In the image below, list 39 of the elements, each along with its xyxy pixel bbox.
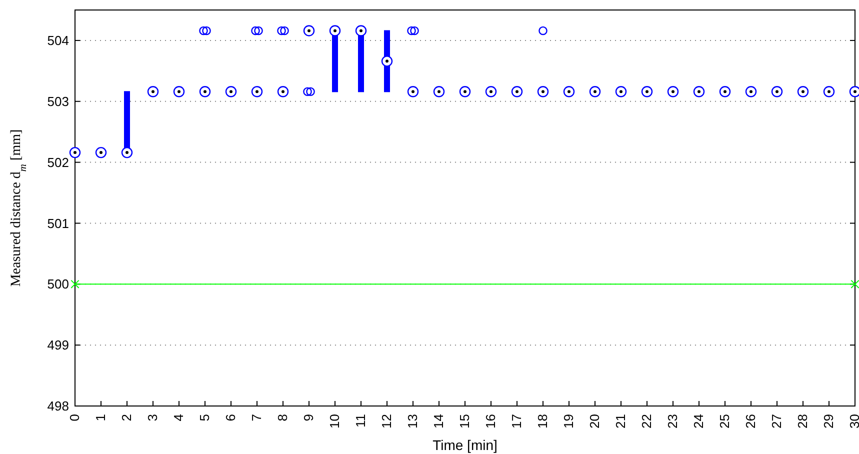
- x-tick-label: 0: [67, 414, 82, 422]
- x-tick-label: 16: [483, 414, 498, 428]
- x-tick-label: 5: [197, 414, 212, 422]
- x-tick-label: 14: [431, 414, 446, 428]
- x-tick-label: 27: [769, 414, 784, 428]
- x-tick-label: 19: [561, 414, 576, 428]
- x-tick-label: 23: [665, 414, 680, 428]
- y-tick-label: 504: [47, 33, 69, 48]
- x-tick-label: 12: [379, 414, 394, 428]
- x-tick-label: 13: [405, 414, 420, 428]
- x-tick-label: 6: [223, 414, 238, 422]
- x-tick-label: 26: [743, 414, 758, 428]
- x-tick-label: 20: [587, 414, 602, 428]
- x-tick-label: 1: [93, 414, 108, 422]
- y-tick-label: 503: [47, 94, 69, 109]
- x-tick-label: 29: [821, 414, 836, 428]
- y-tick-label: 502: [47, 154, 69, 170]
- x-tick-label: 2: [119, 414, 134, 422]
- x-tick-label: 11: [353, 414, 368, 428]
- x-tick-label: 30: [847, 414, 859, 428]
- x-tick-label: 15: [457, 414, 472, 428]
- x-tick-label: 24: [691, 414, 706, 428]
- x-tick-label: 4: [171, 414, 186, 422]
- y-tick-label: 498: [47, 398, 69, 414]
- x-tick-label: 9: [301, 414, 316, 422]
- y-tick-label: 499: [47, 338, 69, 353]
- x-tick-label: 28: [795, 414, 810, 428]
- x-tick-label: 8: [275, 414, 290, 422]
- y-tick-label: 501: [47, 216, 69, 231]
- y-tick-label: 500: [47, 276, 69, 292]
- x-tick-label: 25: [717, 414, 732, 428]
- x-tick-label: 3: [145, 414, 160, 422]
- x-tick-label: 21: [613, 414, 628, 428]
- x-tick-label: 7: [249, 414, 264, 422]
- x-tick-label: 10: [327, 414, 342, 428]
- x-axis-title: Time [min]: [432, 437, 498, 453]
- x-tick-label: 18: [535, 414, 550, 428]
- x-tick-label: 22: [639, 414, 654, 428]
- x-tick-label: 17: [509, 414, 524, 428]
